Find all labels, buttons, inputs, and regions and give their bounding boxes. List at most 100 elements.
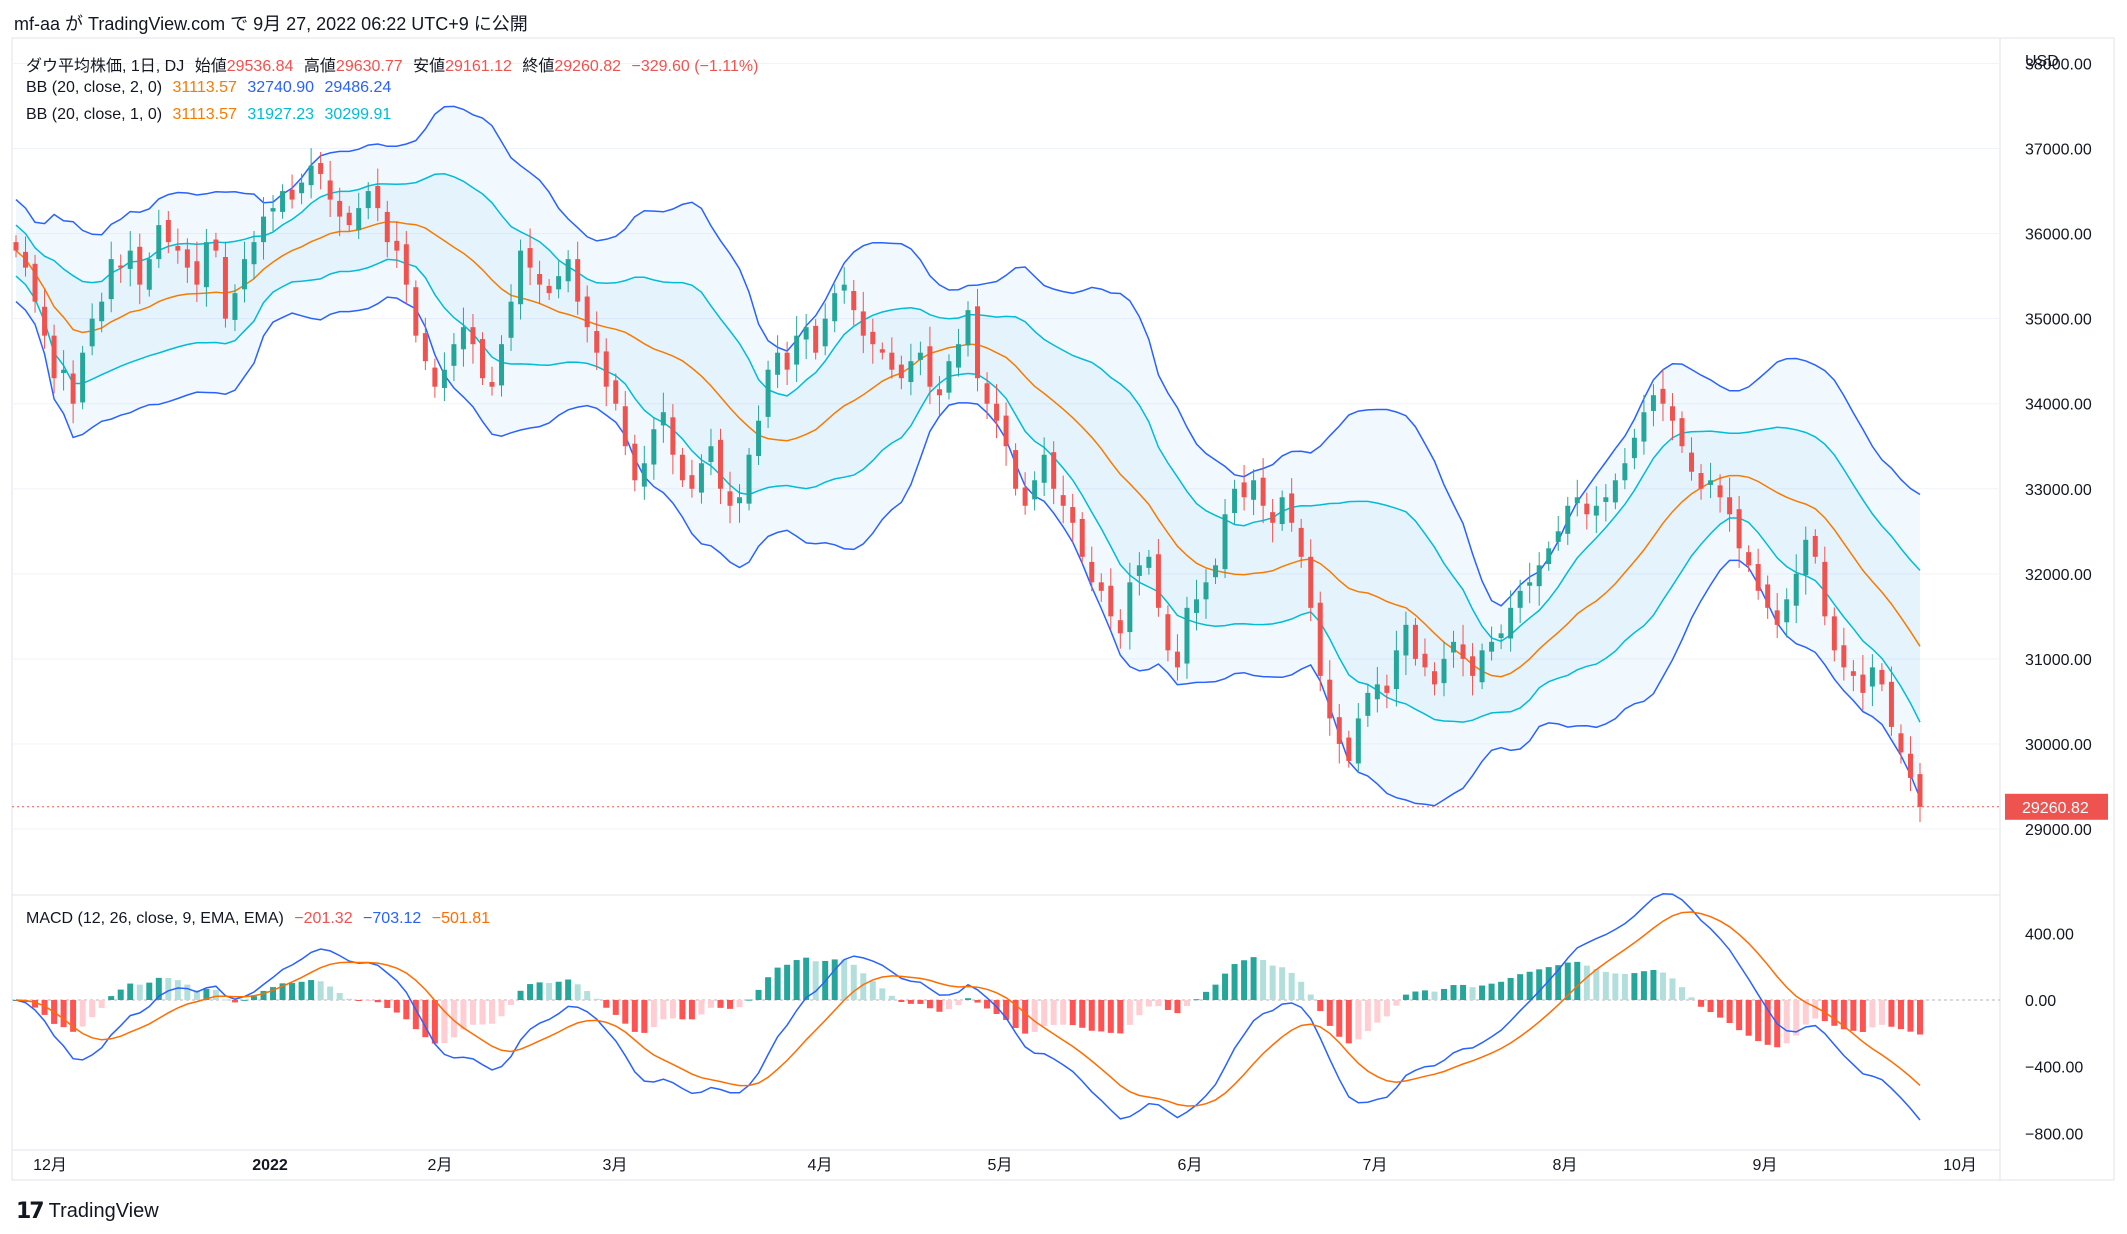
macd-histogram-bar [1136, 1000, 1143, 1016]
candle-body [784, 352, 790, 370]
candle-body [1079, 518, 1085, 557]
candle-body [460, 327, 466, 350]
macd-histogram-bar [765, 977, 772, 1000]
macd-histogram-bar [136, 984, 143, 1000]
candle-body [1355, 718, 1361, 764]
macd-histogram-bar [727, 1000, 733, 1009]
publisher-name[interactable]: mf-aa [14, 14, 61, 34]
macd-histogram-bar [1174, 1000, 1181, 1014]
bb1-lower: 30299.91 [324, 106, 392, 123]
candle-body [813, 325, 819, 353]
open-value: 29536.84 [226, 58, 294, 75]
candle-body [1898, 733, 1904, 753]
candle-body [1022, 487, 1028, 506]
candle-body [1451, 641, 1457, 653]
macd-histogram-bar [1060, 1000, 1067, 1025]
candle-body [641, 463, 647, 487]
macd-histogram-bar [679, 1000, 686, 1020]
macd-histogram-bar [688, 1000, 695, 1020]
macd-histogram-bar [374, 1000, 381, 1003]
candle-body [1213, 565, 1219, 578]
candle-body [518, 250, 524, 305]
candle-body [156, 225, 162, 260]
candle-body [213, 239, 219, 251]
candle-body [527, 248, 533, 268]
symbol-name[interactable]: ダウ平均株価, 1日, DJ [26, 58, 185, 75]
macd-histogram-bar [1564, 962, 1571, 1000]
candle-body [698, 463, 704, 493]
macd-histogram-bar [1593, 969, 1600, 1000]
candle-body [1403, 624, 1409, 656]
price-tick-label: 34000.00 [2025, 397, 2092, 414]
macd-label[interactable]: MACD (12, 26, close, 9, EMA, EMA) [26, 910, 284, 927]
candle-body [280, 191, 286, 212]
bb1-label[interactable]: BB (20, close, 1, 0) [26, 106, 163, 123]
candle-body [327, 180, 333, 200]
last-price-label: 29260.82 [2022, 800, 2089, 817]
candle-body [270, 208, 276, 212]
macd-histogram-bar [450, 1000, 457, 1038]
time-tick-label: 3月 [603, 1157, 628, 1174]
close-label: 終値 [522, 58, 555, 75]
candle-body [1308, 556, 1314, 608]
candle-body [1041, 454, 1047, 483]
bb2-label[interactable]: BB (20, close, 2, 0) [26, 79, 163, 96]
macd-histogram-bar [641, 1000, 648, 1033]
macd-histogram-bar [41, 1000, 48, 1015]
macd-signal-value: −501.81 [431, 910, 491, 927]
candle-body [1622, 463, 1628, 481]
candle-body [261, 216, 267, 243]
bb2-legend: BB (20, close, 2, 0) 31113.57 32740.90 2… [26, 79, 397, 97]
price-tick-label: 29000.00 [2025, 822, 2092, 839]
tradingview-logo-icon[interactable]: 𝟭𝟳 [16, 1198, 45, 1223]
macd-histogram-bar [1450, 985, 1457, 1000]
candle-body [127, 250, 133, 269]
candle-body [803, 327, 809, 340]
candle-body [1812, 535, 1818, 557]
candle-body [689, 475, 695, 489]
macd-histogram-bar [1012, 1000, 1019, 1028]
candle-body [613, 380, 619, 404]
macd-histogram-bar [527, 984, 534, 1000]
candle-body [118, 265, 124, 268]
macd-histogram-bar [1698, 1000, 1705, 1007]
footer-brand[interactable]: TradingView [48, 1199, 159, 1222]
macd-histogram-bar [831, 959, 838, 1000]
candle-body [975, 306, 981, 379]
macd-tick-label: −800.00 [2025, 1126, 2083, 1143]
macd-histogram-bar [593, 998, 600, 1000]
time-tick-label: 9月 [1753, 1157, 1778, 1174]
macd-histogram-bar [1126, 1000, 1133, 1025]
macd-histogram-bar [1050, 1000, 1057, 1025]
publish-header: mf-aa が TradingView.com で 9月 27, 2022 06… [14, 10, 528, 36]
candle-body [1803, 539, 1809, 576]
bb2-fill [16, 106, 1920, 806]
candle-body [575, 259, 581, 302]
macd-histogram-bar [231, 1000, 238, 1003]
candle-body [670, 417, 676, 455]
macd-histogram-bar [146, 982, 153, 1000]
low-label: 安値 [413, 58, 446, 75]
macd-histogram-bar [1022, 1000, 1029, 1034]
candle-body [80, 352, 86, 403]
candle-body [1003, 415, 1009, 447]
candle-body [660, 412, 666, 426]
candle-body [1669, 406, 1675, 421]
macd-histogram-bar [222, 999, 229, 1001]
macd-tick-label: 400.00 [2025, 926, 2074, 943]
macd-histogram-bar [1669, 978, 1676, 1000]
candle-body [1555, 531, 1561, 542]
macd-histogram-bar [936, 1000, 943, 1012]
macd-histogram-bar [489, 1000, 495, 1024]
candle-body [1127, 582, 1133, 633]
price-tick-label: 30000.00 [2025, 737, 2092, 754]
macd-histogram-bar [270, 987, 277, 1000]
macd-legend: MACD (12, 26, close, 9, EMA, EMA) −201.3… [26, 910, 496, 928]
macd-histogram-bar [1840, 1000, 1847, 1030]
candle-body [1270, 512, 1276, 523]
candle-body [717, 439, 723, 489]
macd-histogram-bar [1145, 1000, 1152, 1007]
macd-histogram-bar [1888, 1000, 1895, 1027]
macd-histogram-bar [1431, 991, 1438, 1000]
